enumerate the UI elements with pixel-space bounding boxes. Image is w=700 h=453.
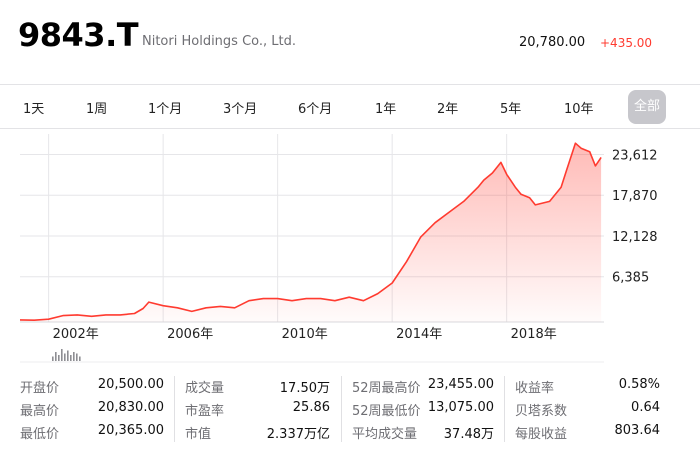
y-tick-label: 6,385	[612, 271, 649, 286]
stats-column-separator	[174, 376, 175, 442]
stats-column-separator	[504, 376, 505, 442]
volume-bar	[52, 356, 54, 361]
stat-value-avg-volume: 37.48万	[443, 427, 494, 442]
stat-label-market-cap: 市值	[185, 427, 212, 442]
stat-value-52wk-low: 13,075.00	[427, 400, 494, 415]
volume-bar	[79, 356, 81, 361]
range-1-month[interactable]: 1个月	[148, 102, 183, 117]
y-tick-label: 23,612	[612, 148, 658, 163]
volume-bar	[70, 355, 72, 361]
volume-bar	[61, 349, 63, 361]
range-1-year[interactable]: 1年	[375, 102, 397, 117]
range-3-months[interactable]: 3个月	[223, 102, 258, 117]
stat-value-volume: 17.50万	[279, 381, 330, 396]
range-1-week[interactable]: 1周	[86, 102, 108, 117]
stat-label-yield: 收益率	[515, 381, 555, 396]
stat-label-high: 最高价	[20, 404, 60, 419]
stat-value-beta: 0.64	[631, 400, 660, 415]
stat-value-pe: 25.86	[292, 400, 330, 415]
stat-value-low: 20,365.00	[97, 423, 164, 438]
volume-bar	[55, 352, 57, 361]
stats-column-separator	[341, 376, 342, 442]
volume-bar	[64, 353, 66, 361]
stat-label-pe: 市盈率	[185, 404, 225, 419]
range-divider	[0, 128, 700, 129]
price-change: +435.00	[600, 36, 653, 50]
price-area-fill	[20, 143, 602, 322]
stat-label-eps: 每股收益	[515, 427, 568, 442]
price-chart[interactable]: 6,385 12,128 17,870 23,612 2002年 2006年 2010年 20…	[0, 130, 700, 370]
range-1-day[interactable]: 1天	[23, 102, 45, 117]
stat-value-52wk-high: 23,455.00	[427, 377, 494, 392]
stat-value-open: 20,500.00	[97, 377, 164, 392]
stat-label-volume: 成交量	[185, 381, 225, 396]
stat-value-market-cap: 2.337万亿	[266, 427, 330, 442]
volume-bar	[58, 355, 60, 361]
volume-bar	[67, 350, 69, 361]
x-tick-label: 2006年	[167, 327, 213, 342]
x-tick-label: 2018年	[511, 327, 557, 342]
time-range-selector: 1天 1周 1个月 3个月 6个月 1年 2年 5年 10年 全部	[0, 88, 700, 126]
y-tick-label: 12,128	[612, 230, 658, 245]
header-divider	[0, 84, 700, 85]
ticker-symbol: 9843.T	[18, 16, 139, 54]
x-tick-label: 2002年	[53, 327, 99, 342]
y-tick-label: 17,870	[612, 189, 658, 204]
range-2-years[interactable]: 2年	[437, 102, 459, 117]
stat-label-avg-volume: 平均成交量	[352, 427, 418, 442]
price-chart-svg: 6,385 12,128 17,870 23,612 2002年 2006年 2010年 20…	[19, 134, 658, 363]
stat-value-yield: 0.58%	[618, 377, 660, 392]
volume-bar	[73, 352, 75, 361]
price-line	[19, 142, 602, 321]
range-6-months[interactable]: 6个月	[298, 102, 333, 117]
company-name: Nitori Holdings Co., Ltd.	[142, 34, 297, 49]
stat-label-52wk-low: 52周最低价	[352, 404, 421, 419]
stat-label-open: 开盘价	[20, 381, 60, 396]
stat-label-52wk-high: 52周最高价	[352, 381, 421, 396]
range-10-years[interactable]: 10年	[564, 102, 594, 117]
quote-header: 9843.T Nitori Holdings Co., Ltd. 20,780.…	[0, 0, 700, 82]
x-tick-label: 2010年	[282, 327, 328, 342]
volume-bar	[76, 353, 78, 361]
stat-value-eps: 803.64	[614, 423, 661, 438]
current-price: 20,780.00	[519, 35, 586, 50]
range-5-years[interactable]: 5年	[500, 102, 522, 117]
stat-label-low: 最低价	[20, 427, 60, 442]
x-tick-label: 2014年	[396, 327, 442, 342]
stats-panel: 开盘价 20,500.00 最高价 20,830.00 最低价 20,365.0…	[0, 374, 700, 453]
range-all-button[interactable]: 全部	[628, 90, 666, 124]
stat-label-beta: 贝塔系数	[515, 404, 568, 419]
stat-value-high: 20,830.00	[97, 400, 164, 415]
